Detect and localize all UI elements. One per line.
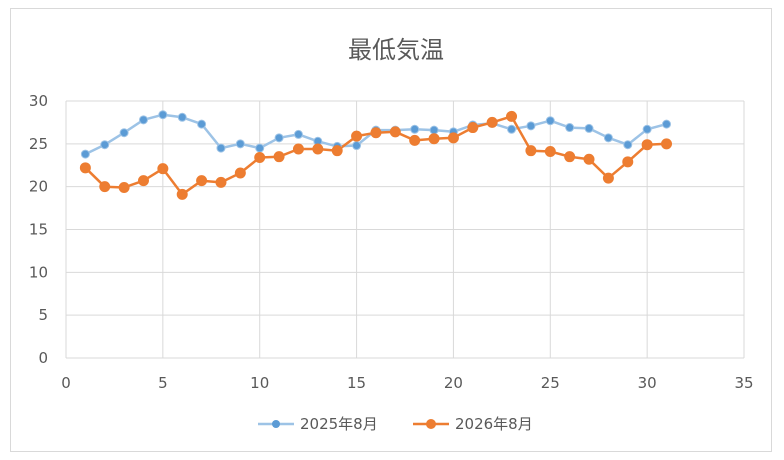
data-point-series-1 xyxy=(80,149,90,159)
data-point-series-2 xyxy=(544,146,556,158)
data-point-series-2 xyxy=(525,145,537,157)
data-point-series-2 xyxy=(234,167,246,179)
data-point-series-1 xyxy=(429,125,439,135)
data-point-series-1 xyxy=(235,139,245,149)
data-point-series-2 xyxy=(583,153,595,165)
x-tick-label: 35 xyxy=(734,374,753,392)
grid xyxy=(65,100,745,359)
data-point-series-1 xyxy=(584,123,594,133)
data-point-series-1 xyxy=(642,124,652,134)
y-tick-label: 25 xyxy=(29,135,48,153)
data-point-series-1 xyxy=(603,133,613,143)
data-point-series-1 xyxy=(293,129,303,139)
x-tick-label: 30 xyxy=(638,374,657,392)
data-point-series-2 xyxy=(196,175,208,187)
y-tick-label: 15 xyxy=(29,221,48,239)
data-point-series-2 xyxy=(641,139,653,151)
data-point-series-2 xyxy=(486,116,498,128)
axes: 0 5 10 15 20 25 30 0 5 10 15 20 25 30 35 xyxy=(29,92,754,392)
data-point-series-1 xyxy=(274,133,284,143)
data-point-series-1 xyxy=(545,116,555,126)
series-layer xyxy=(79,110,673,200)
data-point-series-2 xyxy=(428,133,440,145)
y-tick-label: 20 xyxy=(29,178,48,196)
x-tick-label: 20 xyxy=(444,374,463,392)
x-tick-label: 15 xyxy=(347,374,366,392)
data-point-series-1 xyxy=(138,115,148,125)
data-point-series-2 xyxy=(292,143,304,155)
data-point-series-1 xyxy=(177,112,187,122)
chart-title: 最低気温 xyxy=(348,36,444,64)
data-point-series-1 xyxy=(158,110,168,120)
data-point-series-2 xyxy=(661,138,673,150)
y-tick-label: 30 xyxy=(29,92,48,110)
data-point-series-1 xyxy=(100,140,110,150)
data-point-series-2 xyxy=(312,143,324,155)
data-point-series-2 xyxy=(370,127,382,139)
data-point-series-2 xyxy=(331,145,343,157)
data-point-series-2 xyxy=(99,181,111,193)
data-point-series-2 xyxy=(137,175,149,187)
data-point-series-1 xyxy=(197,119,207,129)
data-point-series-2 xyxy=(79,162,91,174)
y-tick-label: 0 xyxy=(38,349,48,367)
x-tick-label: 25 xyxy=(541,374,560,392)
data-point-series-1 xyxy=(119,128,129,138)
data-point-series-2 xyxy=(389,126,401,138)
data-point-series-1 xyxy=(216,143,226,153)
data-point-series-2 xyxy=(351,130,363,142)
data-point-series-2 xyxy=(564,151,576,163)
data-point-series-1 xyxy=(662,119,672,129)
data-point-series-2 xyxy=(157,163,169,175)
data-point-series-1 xyxy=(565,123,575,133)
data-point-series-2 xyxy=(447,132,459,144)
data-point-series-1 xyxy=(623,140,633,150)
data-point-series-1 xyxy=(526,121,536,131)
y-tick-label: 5 xyxy=(38,306,48,324)
legend-marker-2 xyxy=(426,419,436,429)
x-tick-label: 5 xyxy=(158,374,168,392)
data-point-series-2 xyxy=(409,134,421,146)
data-point-series-2 xyxy=(602,172,614,184)
x-tick-label: 0 xyxy=(61,374,71,392)
y-tick-label: 10 xyxy=(29,263,48,281)
data-point-series-2 xyxy=(622,156,634,168)
data-point-series-2 xyxy=(215,176,227,188)
legend-label-1: 2025年8月 xyxy=(300,415,378,433)
data-point-series-2 xyxy=(273,151,285,163)
data-point-series-2 xyxy=(506,110,518,122)
data-point-series-1 xyxy=(352,141,362,151)
legend-marker-1 xyxy=(272,420,280,428)
legend-label-2: 2026年8月 xyxy=(455,415,533,433)
x-tick-label: 10 xyxy=(250,374,269,392)
data-point-series-2 xyxy=(118,182,130,194)
data-point-series-1 xyxy=(255,143,265,153)
legend: 2025年8月 2026年8月 xyxy=(258,415,533,433)
data-point-series-2 xyxy=(254,152,266,164)
data-point-series-2 xyxy=(467,122,479,134)
data-point-series-2 xyxy=(176,188,188,200)
data-point-series-1 xyxy=(410,124,420,134)
data-point-series-1 xyxy=(507,124,517,134)
